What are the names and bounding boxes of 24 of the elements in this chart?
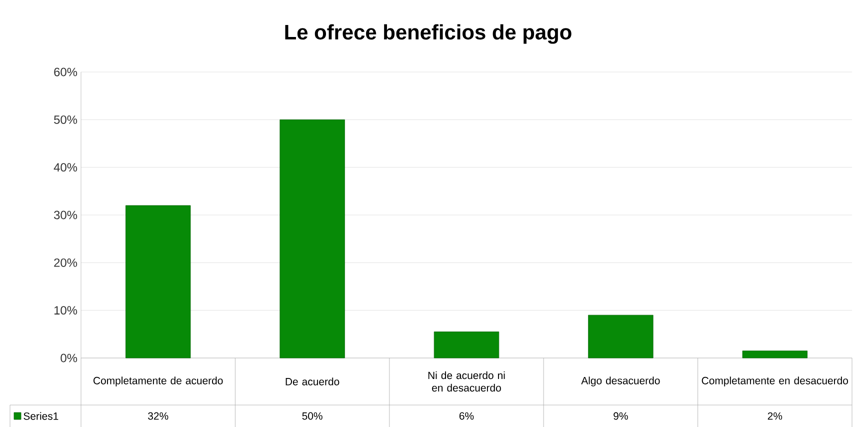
x-tick-label: Algo desacuerdo	[581, 376, 660, 386]
data-label: 50%	[302, 412, 322, 420]
bar	[434, 332, 500, 358]
x-tick-label: De acuerdo	[286, 378, 340, 386]
legend-label: Series1	[24, 412, 58, 420]
x-tick-label: Completamente de acuerdo	[94, 376, 223, 386]
y-tick-label: 50%	[54, 115, 78, 124]
y-tick-label: 10%	[54, 306, 78, 315]
x-tick-label: Completamente en desacuerdo	[702, 376, 848, 386]
data-label: 32%	[148, 412, 168, 420]
y-tick-label: 60%	[54, 68, 78, 76]
bar	[280, 119, 345, 358]
bar	[742, 350, 808, 358]
data-label: 9%	[614, 412, 628, 420]
data-label: 6%	[459, 412, 474, 420]
chart-title: Le ofrece beneficios de pago	[285, 24, 572, 44]
x-tick-label: Ni de acuerdo ni en desacuerdo	[428, 371, 505, 392]
bar	[126, 205, 191, 358]
data-label: 2%	[768, 412, 782, 420]
y-tick-label: 40%	[54, 163, 78, 172]
y-tick-label: 20%	[54, 258, 78, 267]
bar	[588, 314, 654, 358]
y-tick-label: 0%	[60, 354, 78, 362]
y-tick-label: 30%	[54, 210, 78, 220]
